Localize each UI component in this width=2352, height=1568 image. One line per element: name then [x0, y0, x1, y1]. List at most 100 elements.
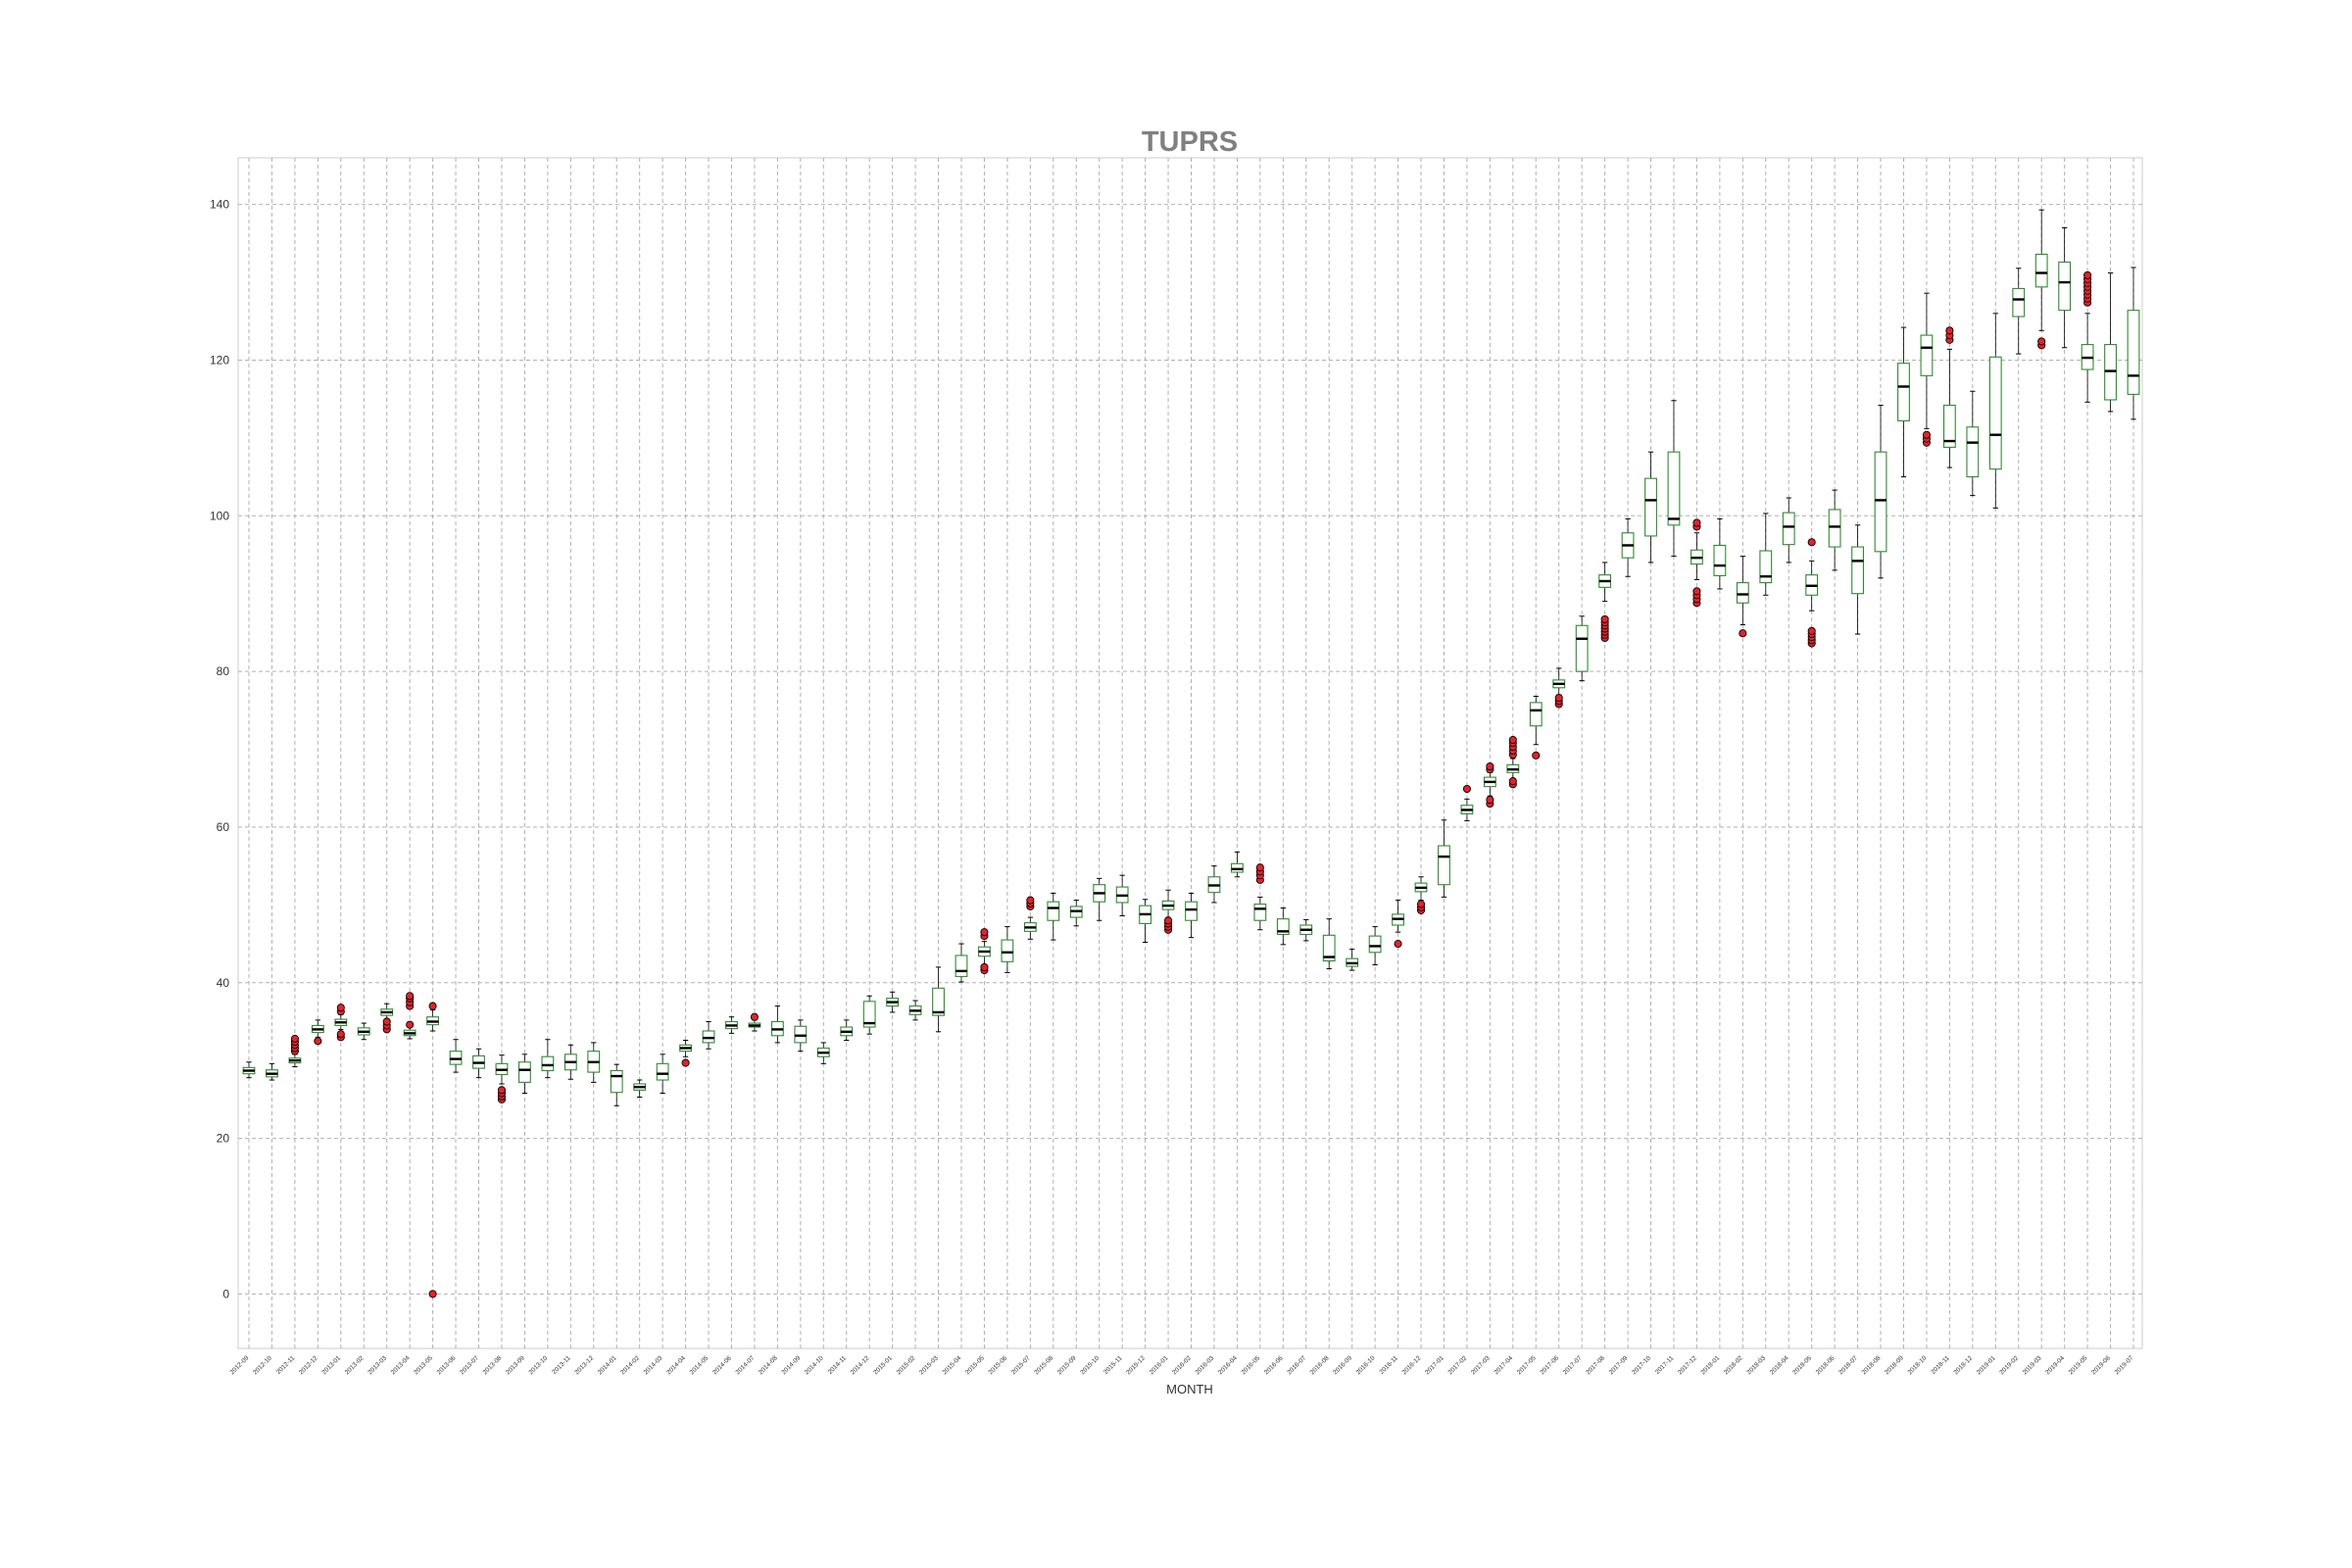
x-tick-label: 2017-05	[1516, 1354, 1538, 1376]
box-body	[610, 1069, 623, 1094]
box-2016-10	[1368, 926, 1382, 965]
box-2016-07	[1299, 918, 1313, 942]
box-body	[1667, 451, 1681, 526]
box-body	[2058, 261, 2072, 312]
box-body	[1644, 477, 1657, 537]
x-tick-label: 2015-07	[1010, 1354, 1032, 1376]
x-tick-label: 2018-09	[1884, 1354, 1905, 1376]
outlier-point	[1508, 777, 1517, 786]
box-body	[2127, 310, 2140, 395]
box-2015-03	[932, 966, 945, 1033]
x-tick-label: 2013-05	[413, 1354, 434, 1376]
outlier-point	[1807, 538, 1816, 547]
box-2019-02	[2012, 268, 2026, 355]
outlier-point	[314, 1037, 322, 1046]
x-tick-label: 2019-05	[2068, 1354, 2089, 1376]
box-2018-12	[1966, 390, 1980, 497]
outlier-point	[1486, 796, 1494, 805]
box-2016-06	[1276, 907, 1290, 946]
box-body	[1828, 509, 1841, 548]
box-2015-06	[1001, 926, 1014, 973]
x-tick-label: 2013-03	[367, 1354, 388, 1376]
box-2014-07	[748, 1012, 761, 1032]
box-body	[862, 1001, 876, 1028]
outlier-point	[290, 1034, 299, 1043]
box-2017-06	[1552, 667, 1566, 709]
x-tick-label: 2014-08	[758, 1354, 779, 1376]
box-body	[955, 955, 968, 977]
x-tick-label: 2013-07	[459, 1354, 480, 1376]
box-2019-01	[1988, 313, 2002, 509]
x-tick-label: 2018-01	[1699, 1354, 1721, 1376]
box-body	[541, 1055, 555, 1072]
x-tick-label: 2017-03	[1470, 1354, 1492, 1376]
box-2015-12	[1139, 899, 1152, 943]
x-tick-label: 2016-02	[1171, 1354, 1193, 1376]
x-tick-label: 2016-06	[1263, 1354, 1285, 1376]
outlier-point	[681, 1058, 690, 1067]
box-2017-03	[1483, 761, 1496, 808]
outlier-point	[1486, 761, 1494, 771]
x-tick-label: 2014-12	[850, 1354, 871, 1376]
box-body	[2034, 253, 2048, 288]
x-tick-label: 2018-12	[1952, 1354, 1974, 1376]
box-2015-04	[955, 943, 968, 983]
outlier-point	[1922, 430, 1931, 439]
box-body	[1368, 935, 1382, 954]
x-tick-label: 2016-12	[1401, 1354, 1423, 1376]
x-tick-label: 2017-10	[1631, 1354, 1652, 1376]
outlier-point	[1532, 751, 1541, 760]
x-tick-label: 2013-06	[436, 1354, 458, 1376]
x-tick-label: 2014-11	[827, 1354, 849, 1376]
box-2014-09	[794, 1019, 808, 1053]
box-2018-09	[1897, 326, 1910, 478]
x-tick-label: 2015-08	[1033, 1354, 1054, 1376]
x-tick-label: 2016-11	[1378, 1354, 1399, 1376]
x-tick-label: 2016-09	[1332, 1354, 1353, 1376]
x-tick-label: 2019-06	[2090, 1354, 2112, 1376]
x-axis-label: MONTH	[1166, 1382, 1213, 1396]
box-body	[1253, 904, 1267, 921]
y-tick-label: 20	[217, 1132, 230, 1146]
box-2013-02	[357, 1022, 370, 1041]
x-tick-label: 2017-07	[1562, 1354, 1584, 1376]
box-body	[1575, 624, 1589, 672]
box-2014-02	[633, 1079, 647, 1098]
box-body	[1988, 356, 2002, 470]
box-body	[518, 1061, 531, 1083]
x-tick-label: 2018-06	[1815, 1354, 1837, 1376]
box-2013-01	[334, 1004, 348, 1042]
x-tick-label: 2019-03	[2022, 1354, 2043, 1376]
box-body	[932, 987, 945, 1016]
x-tick-label: 2018-10	[1907, 1354, 1929, 1376]
box-body	[1851, 546, 1864, 595]
x-tick-label: 2014-02	[619, 1354, 641, 1376]
box-2015-05	[978, 928, 991, 975]
box-2013-12	[587, 1042, 601, 1083]
box-2014-08	[770, 1005, 784, 1044]
x-tick-label: 2019-07	[2114, 1354, 2135, 1376]
x-tick-label: 2012-09	[229, 1354, 251, 1376]
x-tick-label: 2018-05	[1791, 1354, 1813, 1376]
box-2015-09	[1069, 900, 1083, 927]
x-tick-label: 2018-07	[1838, 1354, 1859, 1376]
outlier-point	[406, 992, 415, 1001]
box-2014-12	[862, 995, 876, 1035]
box-body	[1874, 451, 1887, 553]
x-tick-label: 2017-01	[1424, 1354, 1446, 1376]
outlier-point	[1692, 518, 1701, 527]
x-tick-label: 2015-10	[1079, 1354, 1101, 1376]
box-2018-07	[1851, 524, 1864, 635]
x-tick-label: 2013-02	[344, 1354, 366, 1376]
outlier-point	[1692, 587, 1701, 596]
outlier-point	[1163, 916, 1173, 925]
box-2017-05	[1529, 696, 1543, 760]
box-2016-09	[1346, 949, 1359, 971]
y-tick-label: 140	[210, 198, 229, 212]
grid-lines	[238, 158, 2142, 1348]
x-tick-label: 2013-09	[505, 1354, 526, 1376]
y-tick-label: 60	[217, 820, 230, 834]
x-tick-label: 2015-12	[1125, 1354, 1147, 1376]
box-body	[1185, 901, 1198, 921]
